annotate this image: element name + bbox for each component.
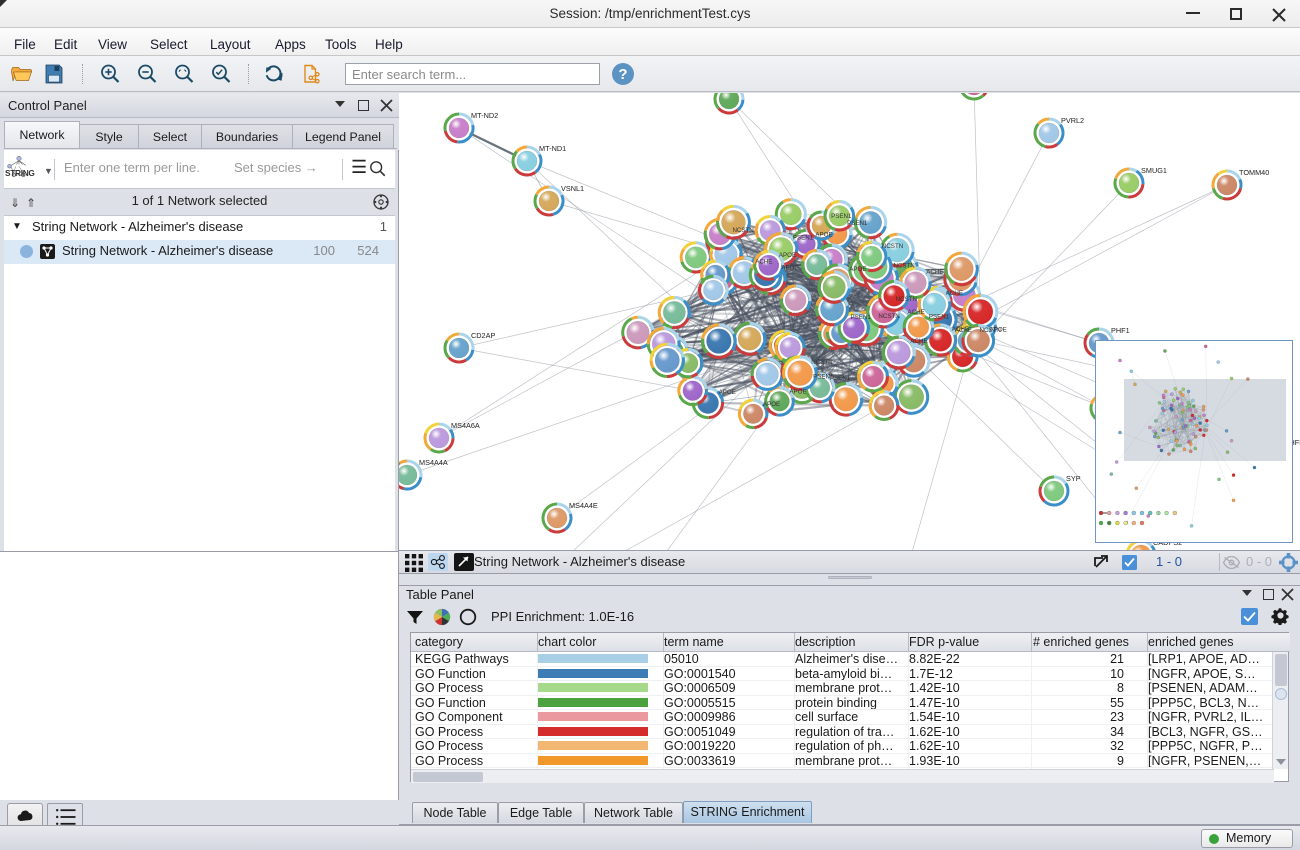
svg-text:NCSTN: NCSTN xyxy=(811,359,832,366)
svg-text:PVRL2: PVRL2 xyxy=(1061,116,1084,125)
svg-text:NCSTN: NCSTN xyxy=(878,313,899,320)
svg-text:MS4A4E: MS4A4E xyxy=(569,501,598,510)
svg-text:MS4A6A: MS4A6A xyxy=(451,421,480,430)
svg-text:SYP: SYP xyxy=(1066,474,1081,483)
svg-text:ACHE: ACHE xyxy=(755,259,772,266)
svg-text:NCSTN: NCSTN xyxy=(732,227,753,234)
svg-text:PHF1: PHF1 xyxy=(1111,326,1130,335)
svg-text:APOE: APOE xyxy=(763,401,780,408)
svg-text:ACHE: ACHE xyxy=(908,309,925,316)
svg-text:APOE: APOE xyxy=(789,388,806,395)
svg-text:APOE: APOE xyxy=(781,265,798,272)
svg-text:MT-ND1: MT-ND1 xyxy=(539,144,566,153)
svg-text:ACHE: ACHE xyxy=(910,338,927,345)
svg-text:APOE: APOE xyxy=(719,389,736,396)
svg-text:APOE: APOE xyxy=(779,252,796,259)
svg-text:PSEN1: PSEN1 xyxy=(830,375,851,382)
svg-text:NCSTN: NCSTN xyxy=(893,263,914,270)
svg-text:ACHE: ACHE xyxy=(946,290,963,297)
svg-text:VSNL1: VSNL1 xyxy=(561,184,584,193)
svg-text:PSEN1: PSEN1 xyxy=(929,314,950,321)
svg-text:PSEN1: PSEN1 xyxy=(851,314,872,321)
svg-text:NCSTN: NCSTN xyxy=(882,243,903,250)
svg-text:PSEN1: PSEN1 xyxy=(793,234,814,241)
svg-text:MS4A4A: MS4A4A xyxy=(419,458,448,467)
svg-text:APOE: APOE xyxy=(990,326,1007,333)
svg-text:ACHE: ACHE xyxy=(926,269,943,276)
svg-text:APOE: APOE xyxy=(849,266,866,273)
svg-text:TOMM40: TOMM40 xyxy=(1239,168,1269,177)
svg-text:MT-ND2: MT-ND2 xyxy=(471,111,498,120)
svg-text:NCSTN: NCSTN xyxy=(896,296,917,303)
svg-text:ACHE: ACHE xyxy=(952,326,969,333)
svg-text:CD2AP: CD2AP xyxy=(471,331,495,340)
svg-text:APOE: APOE xyxy=(815,231,832,238)
svg-text:PSEN1: PSEN1 xyxy=(847,220,868,227)
svg-text:?: ? xyxy=(618,66,627,83)
svg-text:PSEN1: PSEN1 xyxy=(831,213,852,220)
svg-text:SMUG1: SMUG1 xyxy=(1141,166,1167,175)
